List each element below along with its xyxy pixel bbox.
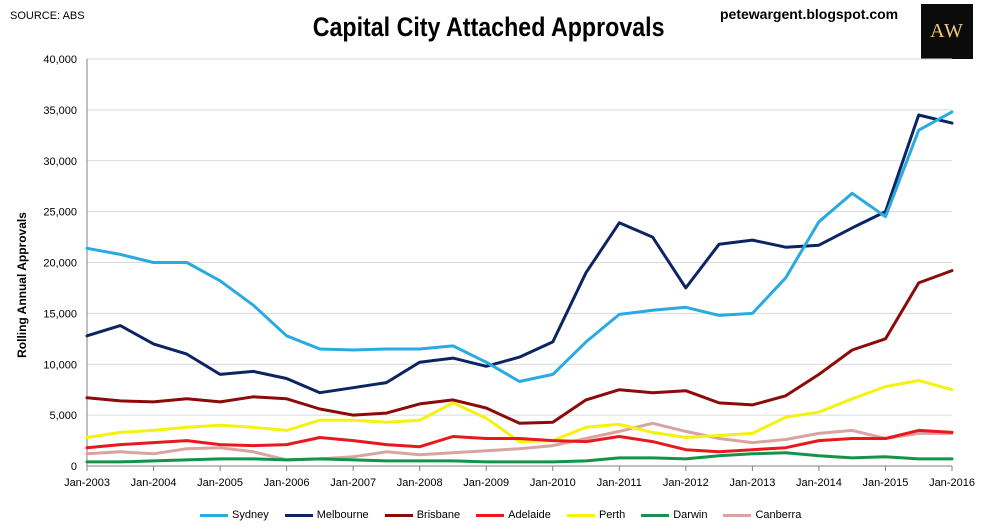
gridlines — [87, 58, 952, 416]
series-line-canberra — [85, 421, 954, 462]
chart-title: Capital City Attached Approvals — [312, 12, 665, 42]
blog-url[interactable]: petewargent.blogspot.com — [720, 6, 899, 22]
legend-label: Canberra — [755, 509, 802, 521]
y-tick-label: 5,000 — [49, 410, 77, 422]
series-line-perth — [85, 379, 954, 444]
legend-swatch — [641, 513, 670, 517]
legend-label: Sydney — [232, 509, 269, 521]
y-tick-label: 30,000 — [43, 156, 77, 168]
x-tick-label: Jan-2009 — [463, 477, 509, 489]
series-line-brisbane — [85, 269, 954, 425]
x-tick-label: Jan-2006 — [264, 477, 310, 489]
x-tick-label: Jan-2007 — [330, 477, 376, 489]
x-tick-label: Jan-2012 — [663, 477, 709, 489]
legend-item-adelaide: Adelaide — [476, 507, 551, 523]
x-tick-label: Jan-2008 — [397, 477, 443, 489]
y-tick-label: 20,000 — [43, 258, 77, 270]
y-tick-label: 35,000 — [43, 105, 77, 117]
legend: Sydney Melbourne Brisbane Adelaide Perth Darw… — [200, 507, 817, 523]
x-tick-label: Jan-2013 — [729, 477, 775, 489]
legend-swatch — [723, 513, 752, 517]
y-tick-label: 40,000 — [43, 54, 77, 66]
y-tick-label: 0 — [71, 461, 77, 473]
legend-swatch — [200, 513, 228, 517]
tick-labels: 0 5,000 10,000 15,000 20,000 25,000 30,000 35,0… — [43, 54, 975, 489]
logo-text: AW — [930, 20, 964, 42]
aw-logo: AW — [921, 4, 973, 59]
y-tick-label: 25,000 — [43, 207, 77, 219]
series-line-adelaide — [85, 428, 954, 454]
x-tick-label: Jan-2003 — [64, 477, 110, 489]
legend-swatch — [566, 513, 595, 517]
legend-label: Brisbane — [416, 509, 461, 521]
y-tick-label: 15,000 — [43, 308, 77, 320]
legend-item-perth: Perth — [566, 507, 626, 523]
x-tick-label: Jan-2010 — [530, 477, 576, 489]
x-tick-label: Jan-2014 — [796, 477, 842, 489]
x-tick-label: Jan-2015 — [863, 477, 909, 489]
series-lines — [85, 110, 954, 464]
legend-label: Adelaide — [508, 509, 551, 521]
y-tick-label: 10,000 — [43, 359, 77, 371]
series-line-sydney — [85, 110, 954, 383]
legend-swatch — [384, 513, 413, 517]
legend-label: Perth — [598, 509, 626, 521]
source-label: SOURCE: ABS — [10, 10, 85, 22]
line-chart: 0 5,000 10,000 15,000 20,000 25,000 30,000 35,0… — [43, 54, 975, 489]
series-line-darwin — [85, 451, 954, 464]
x-tick-label: Jan-2016 — [929, 477, 975, 489]
x-tick-label: Jan-2005 — [197, 477, 243, 489]
legend-swatch — [284, 513, 313, 517]
legend-item-melbourne: Melbourne — [284, 507, 369, 523]
x-tick-label: Jan-2004 — [131, 477, 177, 489]
legend-swatch — [476, 513, 505, 517]
legend-label: Melbourne — [316, 509, 369, 521]
series-line-melbourne — [85, 113, 954, 395]
legend-label: Darwin — [673, 509, 708, 521]
legend-item-brisbane: Brisbane — [384, 507, 461, 523]
legend-item-canberra: Canberra — [723, 507, 801, 523]
legend-item-sydney: Sydney — [200, 507, 269, 523]
legend-item-darwin: Darwin — [641, 507, 707, 523]
x-tick-label: Jan-2011 — [597, 477, 642, 489]
